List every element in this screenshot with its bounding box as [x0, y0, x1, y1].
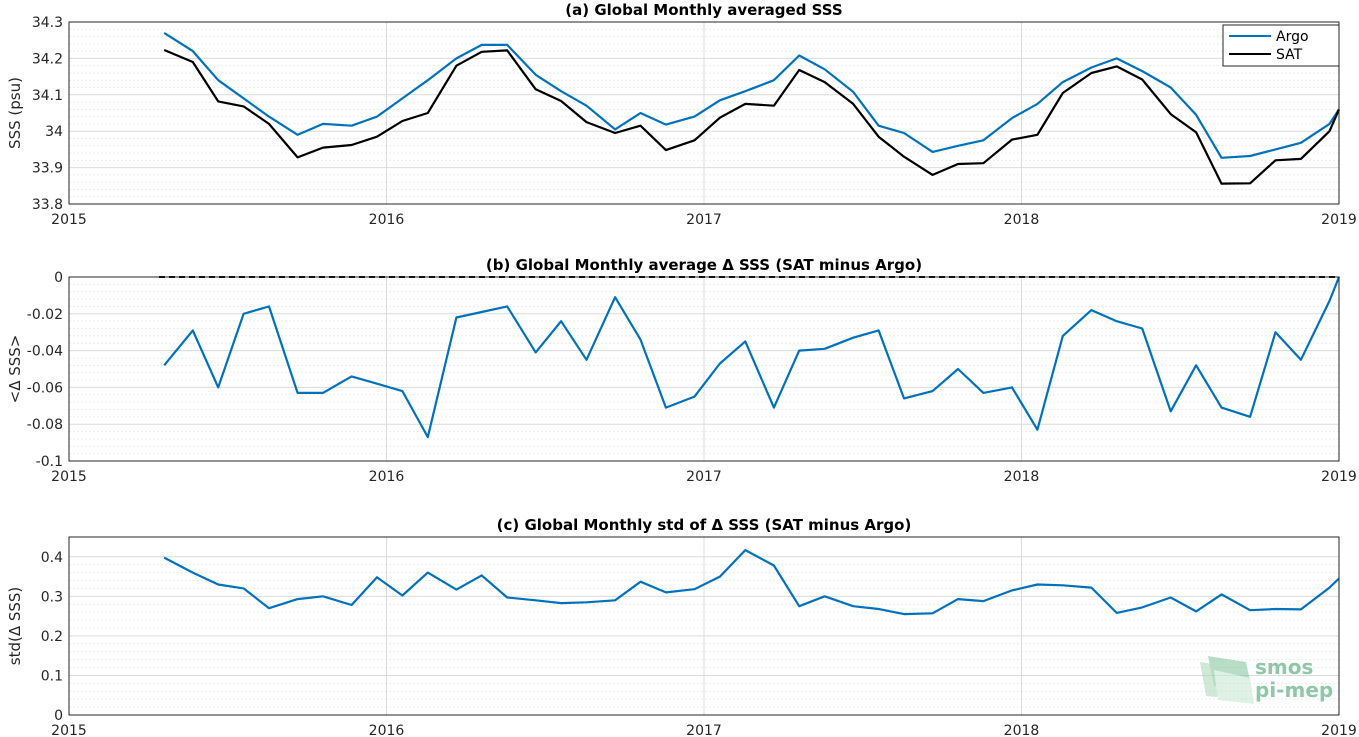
y-tick-label: 0.4 — [41, 550, 63, 566]
y-axis-label: SSS (psu) — [6, 77, 24, 149]
x-tick-label: 2017 — [686, 469, 722, 485]
x-tick-label: 2016 — [369, 723, 405, 737]
y-tick-label: 0.1 — [41, 668, 63, 684]
legend: Argo SAT — [1222, 24, 1340, 67]
axis-frame — [68, 21, 1340, 205]
x-tick-label: 2017 — [686, 723, 722, 737]
axis-frame — [68, 276, 1340, 462]
y-tick-label: -0.1 — [36, 454, 63, 470]
x-tick-label: 2019 — [1321, 469, 1357, 485]
logo-text-pimep: pi-mep — [1255, 678, 1333, 702]
y-tick-label: -0.06 — [27, 380, 63, 396]
series-line-series-0 — [163, 276, 1341, 439]
panel-c: 2015 2016 2017 2018 2019 0 0.1 0.2 0.3 0.4 (c) Glo… — [6, 516, 1357, 737]
x-tick-label: 2015 — [51, 212, 87, 228]
y-tick-label: 34.2 — [32, 51, 63, 67]
legend-label-sat: SAT — [1276, 47, 1303, 63]
x-tick-label: 2016 — [369, 469, 405, 485]
legend-label-argo: Argo — [1276, 29, 1309, 45]
y-axis-label: std(Δ SSS) — [6, 587, 24, 666]
x-tick-label: 2015 — [51, 723, 87, 737]
y-tick-label: 0.3 — [41, 589, 63, 605]
series-line-series-0 — [163, 548, 1340, 616]
panel-b: 2015 2016 2017 2018 2019 -0.1 -0.08 -0.06 -0.04 -… — [6, 256, 1357, 485]
y-tick-label: 33.9 — [32, 161, 63, 177]
y-tick-label: 34.3 — [32, 15, 63, 31]
chart-title: (b) Global Monthly average Δ SSS (SAT mi… — [486, 256, 922, 274]
y-tick-label: 33.8 — [32, 197, 63, 213]
logo-text-smos: smos — [1255, 655, 1313, 679]
y-axis-label: <Δ SSS> — [6, 335, 24, 404]
x-tick-label: 2018 — [1004, 469, 1040, 485]
y-tick-label: 0.2 — [41, 629, 63, 645]
logo-wave-icon — [1200, 656, 1254, 704]
y-tick-label: -0.02 — [27, 307, 63, 323]
y-tick-label: -0.08 — [27, 417, 63, 433]
chart-title: (a) Global Monthly averaged SSS — [565, 1, 842, 19]
series-line-sat — [163, 48, 1341, 185]
legend-box — [1222, 24, 1340, 67]
axis-frame — [68, 536, 1340, 716]
y-tick-label: 0 — [54, 708, 63, 724]
x-tick-label: 2018 — [1004, 723, 1040, 737]
series-line-argo — [163, 31, 1340, 159]
y-tick-label: 34.1 — [32, 88, 63, 104]
x-tick-label: 2018 — [1004, 212, 1040, 228]
panel-a: 2015 2016 2017 2018 2019 33.8 33.9 34 34.1 34.2 34… — [6, 1, 1357, 228]
smos-pimep-logo: smos pi-mep — [1200, 655, 1333, 704]
chart-title: (c) Global Monthly std of Δ SSS (SAT min… — [497, 516, 912, 534]
x-tick-label: 2019 — [1321, 212, 1357, 228]
y-tick-label: 34 — [45, 124, 63, 140]
y-tick-label: -0.04 — [27, 344, 63, 360]
x-tick-label: 2016 — [369, 212, 405, 228]
y-tick-label: 0 — [54, 270, 63, 286]
x-tick-label: 2017 — [686, 212, 722, 228]
x-tick-label: 2019 — [1321, 723, 1357, 737]
x-tick-label: 2015 — [51, 469, 87, 485]
